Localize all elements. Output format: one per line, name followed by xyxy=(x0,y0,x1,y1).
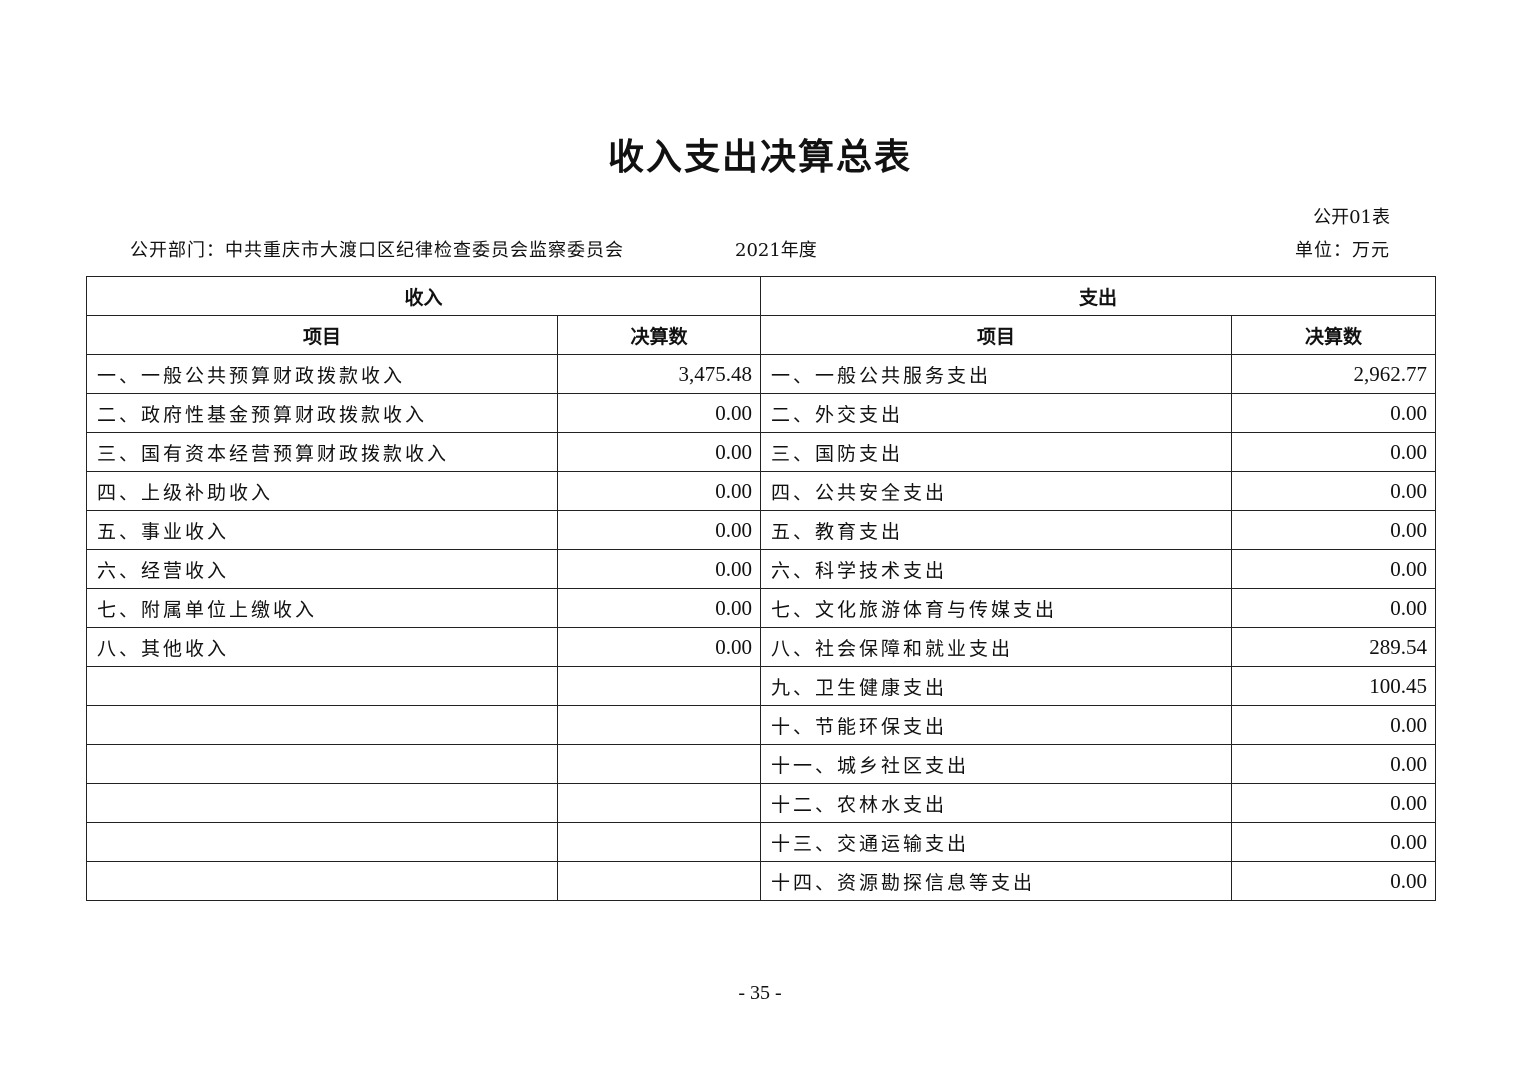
income-header: 收入 xyxy=(85,276,762,316)
fiscal-year: 2021年度 xyxy=(735,240,817,261)
expense-amount-cell: 100.45 xyxy=(1231,666,1437,706)
income-item-cell: 六、经营收入 xyxy=(86,549,558,589)
table-row: 十四、资源勘探信息等支出 0.00 xyxy=(86,861,1437,901)
income-item-cell: 二、政府性基金预算财政拨款收入 xyxy=(86,393,558,433)
expense-amount-cell: 289.54 xyxy=(1231,627,1437,667)
expense-item-cell: 十一、城乡社区支出 xyxy=(760,744,1233,784)
income-item-cell: 七、附属单位上缴收入 xyxy=(86,588,558,628)
expense-amount-cell: 0.00 xyxy=(1231,783,1437,823)
income-item-cell xyxy=(86,705,558,745)
expense-item-header: 项目 xyxy=(760,315,1233,355)
income-item-cell: 一、一般公共预算财政拨款收入 xyxy=(86,354,558,394)
expense-item-cell: 五、教育支出 xyxy=(760,510,1233,550)
income-amount-cell xyxy=(556,705,762,745)
income-amount-cell: 3,475.48 xyxy=(556,354,762,394)
expense-amount-cell: 0.00 xyxy=(1231,744,1437,784)
page-number: - 35 - xyxy=(738,982,782,1004)
table-row: 十一、城乡社区支出 0.00 xyxy=(86,744,1437,784)
expense-amount-header: 决算数 xyxy=(1231,315,1437,355)
expense-item-cell: 十、节能环保支出 xyxy=(760,705,1233,745)
expense-item-cell: 九、卫生健康支出 xyxy=(760,666,1233,706)
expense-amount-cell: 0.00 xyxy=(1231,510,1437,550)
income-item-cell: 三、国有资本经营预算财政拨款收入 xyxy=(86,432,558,472)
column-header-row: 项目 决算数 项目 决算数 xyxy=(86,315,1437,355)
table-row: 一、一般公共预算财政拨款收入 3,475.48 一、一般公共服务支出 2,962.77 xyxy=(86,354,1437,394)
income-item-cell xyxy=(86,783,558,823)
expense-item-cell: 七、文化旅游体育与传媒支出 xyxy=(760,588,1233,628)
department: 公开部门：中共重庆市大渡口区纪律检查委员会监察委员会 xyxy=(130,240,624,261)
income-amount-cell xyxy=(556,861,762,901)
income-amount-cell: 0.00 xyxy=(556,588,762,628)
expense-amount-cell: 0.00 xyxy=(1231,822,1437,862)
table-row: 十、节能环保支出 0.00 xyxy=(86,705,1437,745)
expense-item-cell: 八、社会保障和就业支出 xyxy=(760,627,1233,667)
expense-item-cell: 十二、农林水支出 xyxy=(760,783,1233,823)
expense-item-cell: 六、科学技术支出 xyxy=(760,549,1233,589)
income-item-cell xyxy=(86,822,558,862)
income-item-cell: 四、上级补助收入 xyxy=(86,471,558,511)
expense-amount-cell: 0.00 xyxy=(1231,861,1437,901)
expense-header: 支出 xyxy=(760,276,1437,316)
budget-table: 收入 支出 项目 决算数 项目 决算数 一、一般公共预算财政拨款收入 3,475.… xyxy=(85,276,1437,901)
income-item-cell xyxy=(86,666,558,706)
expense-item-cell: 四、公共安全支出 xyxy=(760,471,1233,511)
expense-amount-cell: 0.00 xyxy=(1231,393,1437,433)
income-item-cell xyxy=(86,861,558,901)
expense-item-cell: 二、外交支出 xyxy=(760,393,1233,433)
table-row: 五、事业收入 0.00 五、教育支出 0.00 xyxy=(86,510,1437,550)
table-row: 七、附属单位上缴收入 0.00 七、文化旅游体育与传媒支出 0.00 xyxy=(86,588,1437,628)
table-row: 三、国有资本经营预算财政拨款收入 0.00 三、国防支出 0.00 xyxy=(86,432,1437,472)
form-number: 公开01表 xyxy=(1313,207,1390,228)
expense-amount-cell: 0.00 xyxy=(1231,471,1437,511)
table-row: 二、政府性基金预算财政拨款收入 0.00 二、外交支出 0.00 xyxy=(86,393,1437,433)
table-row: 六、经营收入 0.00 六、科学技术支出 0.00 xyxy=(86,549,1437,589)
income-amount-cell: 0.00 xyxy=(556,432,762,472)
income-amount-cell: 0.00 xyxy=(556,549,762,589)
income-amount-header: 决算数 xyxy=(556,315,762,355)
income-item-cell xyxy=(86,744,558,784)
income-amount-cell: 0.00 xyxy=(556,510,762,550)
table-body: 一、一般公共预算财政拨款收入 3,475.48 一、一般公共服务支出 2,962.77… xyxy=(86,354,1437,901)
income-amount-cell: 0.00 xyxy=(556,471,762,511)
expense-amount-cell: 0.00 xyxy=(1231,588,1437,628)
table-row: 四、上级补助收入 0.00 四、公共安全支出 0.00 xyxy=(86,471,1437,511)
table-row: 十三、交通运输支出 0.00 xyxy=(86,822,1437,862)
income-amount-cell xyxy=(556,822,762,862)
page-title: 收入支出决算总表 xyxy=(607,137,912,178)
income-amount-cell xyxy=(556,783,762,823)
expense-item-cell: 十三、交通运输支出 xyxy=(760,822,1233,862)
unit-label: 单位：万元 xyxy=(1295,240,1390,261)
table-row: 十二、农林水支出 0.00 xyxy=(86,783,1437,823)
expense-amount-cell: 0.00 xyxy=(1231,549,1437,589)
income-amount-cell xyxy=(556,744,762,784)
group-header-row: 收入 支出 xyxy=(85,276,1437,316)
income-item-cell: 八、其他收入 xyxy=(86,627,558,667)
expense-item-cell: 十四、资源勘探信息等支出 xyxy=(760,861,1233,901)
expense-amount-cell: 0.00 xyxy=(1231,432,1437,472)
income-amount-cell: 0.00 xyxy=(556,627,762,667)
expense-item-cell: 三、国防支出 xyxy=(760,432,1233,472)
income-amount-cell xyxy=(556,666,762,706)
table-row: 九、卫生健康支出 100.45 xyxy=(86,666,1437,706)
table-row: 八、其他收入 0.00 八、社会保障和就业支出 289.54 xyxy=(86,627,1437,667)
income-item-cell: 五、事业收入 xyxy=(86,510,558,550)
income-amount-cell: 0.00 xyxy=(556,393,762,433)
income-item-header: 项目 xyxy=(86,315,558,355)
expense-item-cell: 一、一般公共服务支出 xyxy=(760,354,1233,394)
expense-amount-cell: 0.00 xyxy=(1231,705,1437,745)
expense-amount-cell: 2,962.77 xyxy=(1231,354,1437,394)
